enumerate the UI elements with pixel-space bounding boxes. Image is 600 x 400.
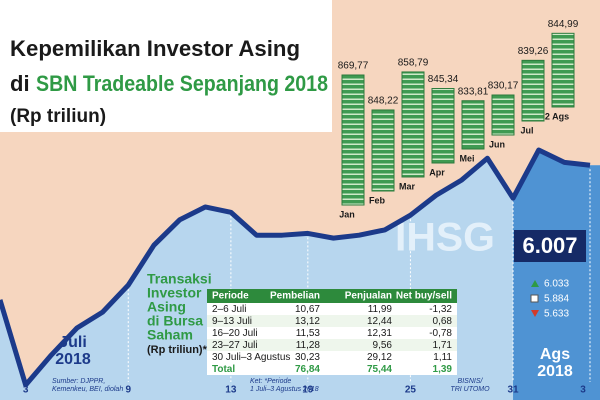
money-stack-bar	[521, 59, 545, 122]
money-stack-bar	[461, 100, 485, 150]
table-cell: 11,53	[296, 328, 321, 339]
title-unit: (Rp triliun)	[10, 106, 106, 127]
bar-value-label: 844,99	[548, 19, 579, 30]
stat-label: 5.884	[544, 294, 569, 305]
table-total-cell: 75,44	[367, 364, 392, 375]
current-value: 6.007	[522, 233, 577, 258]
bar-category-label: 2 Ags	[545, 111, 569, 121]
table-cell: 9,56	[373, 340, 393, 351]
money-stack-bar	[401, 71, 425, 178]
table-cell: 23–27 Juli	[212, 340, 258, 351]
money-stack-bar	[371, 109, 395, 192]
table-unit: (Rp triliun)*	[147, 344, 208, 356]
table-cell: 29,12	[367, 352, 392, 363]
period-year: 2018	[537, 363, 573, 380]
current-value-box	[514, 230, 586, 262]
table-cell: 1,71	[433, 340, 453, 351]
table-total-cell: 76,84	[295, 364, 320, 375]
bar-category-label: Apr	[429, 167, 445, 177]
table-cell: 13,12	[295, 316, 320, 327]
bar-value-label: 830,17	[488, 81, 519, 92]
bar-value-label: 869,77	[338, 61, 369, 72]
table-cell: -1,32	[429, 304, 452, 315]
title-line1: Kepemilikan Investor Asing	[10, 36, 300, 61]
table-title: Investor	[147, 285, 202, 301]
table-header-bg	[207, 289, 457, 303]
table-cell: 2–6 Juli	[212, 304, 246, 315]
bar-value-label: 858,79	[398, 58, 429, 69]
table-header-cell: Net buy/sell	[396, 291, 452, 302]
stat-symbol	[531, 280, 539, 287]
bar-value-label: 848,22	[368, 96, 399, 107]
money-stack-bar	[491, 94, 515, 136]
bar-category-label: Jan	[339, 209, 355, 219]
bar-category-label: Jul	[520, 125, 533, 135]
note: 1 Juli–3 Agustus 2018	[250, 386, 319, 393]
table-total-cell: 1,39	[433, 364, 453, 375]
table-cell: 12,44	[367, 316, 392, 327]
table-cell: 0,68	[433, 316, 453, 327]
x-tick-label: 19	[302, 385, 314, 396]
stat-symbol	[530, 294, 539, 303]
table-cell: 30 Juli–3 Agustus	[212, 352, 290, 363]
table-cell: 11,99	[368, 304, 393, 315]
x-tick-label: 31	[507, 385, 519, 396]
table-header-cell: Periode	[212, 291, 249, 302]
table-cell: 9–13 Juli	[212, 316, 252, 327]
table-total-cell: Total	[212, 364, 235, 375]
table-cell: 30,23	[295, 352, 320, 363]
table-title: Asing	[147, 299, 186, 315]
table-cell: 10,67	[295, 304, 320, 315]
table-cell: 11,28	[296, 340, 321, 351]
august-area	[513, 150, 600, 400]
index-line	[0, 147, 591, 388]
money-stack-bar	[431, 88, 455, 164]
table-cell: -0,78	[429, 328, 452, 339]
money-stack-bar	[341, 74, 365, 206]
x-tick-label: 3	[23, 385, 29, 396]
table-row-bg	[207, 327, 457, 339]
index-name: IHSG	[395, 216, 495, 260]
table-header-cell: Pembelian	[270, 291, 320, 302]
x-tick-label: 9	[125, 385, 131, 396]
table-row-bg	[207, 351, 457, 363]
table-cell: 16–20 Juli	[212, 328, 258, 339]
x-tick-label: 25	[405, 385, 417, 396]
table-title: Saham	[147, 327, 193, 343]
money-stack-bar	[551, 32, 575, 108]
x-tick-label: 13	[225, 385, 237, 396]
x-tick-label: 3	[580, 385, 586, 396]
bar-value-label: 833,81	[458, 86, 489, 97]
note: TRI UTOMO	[450, 386, 490, 393]
bar-category-label: Mar	[399, 181, 416, 191]
table-cell: 1,11	[433, 352, 452, 363]
period-month: Ags	[540, 346, 570, 363]
bar-category-label: Jun	[489, 139, 505, 149]
bar-category-label: Feb	[369, 195, 386, 205]
stat-symbol	[531, 310, 539, 317]
table-row-bg	[207, 339, 457, 351]
table-row-bg	[207, 315, 457, 327]
note: BISNIS/	[458, 378, 484, 385]
table-cell: 12,31	[367, 328, 392, 339]
note: Kemenkeu, BEI, diolah	[52, 386, 123, 393]
bar-value-label: 839,26	[518, 46, 549, 57]
period-year: 2018	[55, 351, 91, 368]
bar-value-label: 845,34	[428, 74, 459, 85]
table-total-bg	[207, 363, 457, 375]
table-header-cell: Penjualan	[345, 291, 392, 302]
title-highlight: SBN Tradeable Sepanjang 2018	[36, 71, 328, 96]
stat-label: 5.633	[544, 309, 569, 320]
period-month: Juli	[59, 334, 87, 351]
table-title: Transaksi	[147, 271, 212, 287]
stat-label: 6.033	[544, 279, 569, 290]
note: Ket: *Periode	[250, 378, 291, 385]
table-title: di Bursa	[147, 313, 203, 329]
note: Sumber: DJPPR,	[52, 378, 105, 385]
table-row-bg	[207, 303, 457, 315]
bar-category-label: Mei	[459, 153, 474, 163]
title-prefix: di	[10, 71, 30, 96]
title-panel	[0, 0, 332, 132]
